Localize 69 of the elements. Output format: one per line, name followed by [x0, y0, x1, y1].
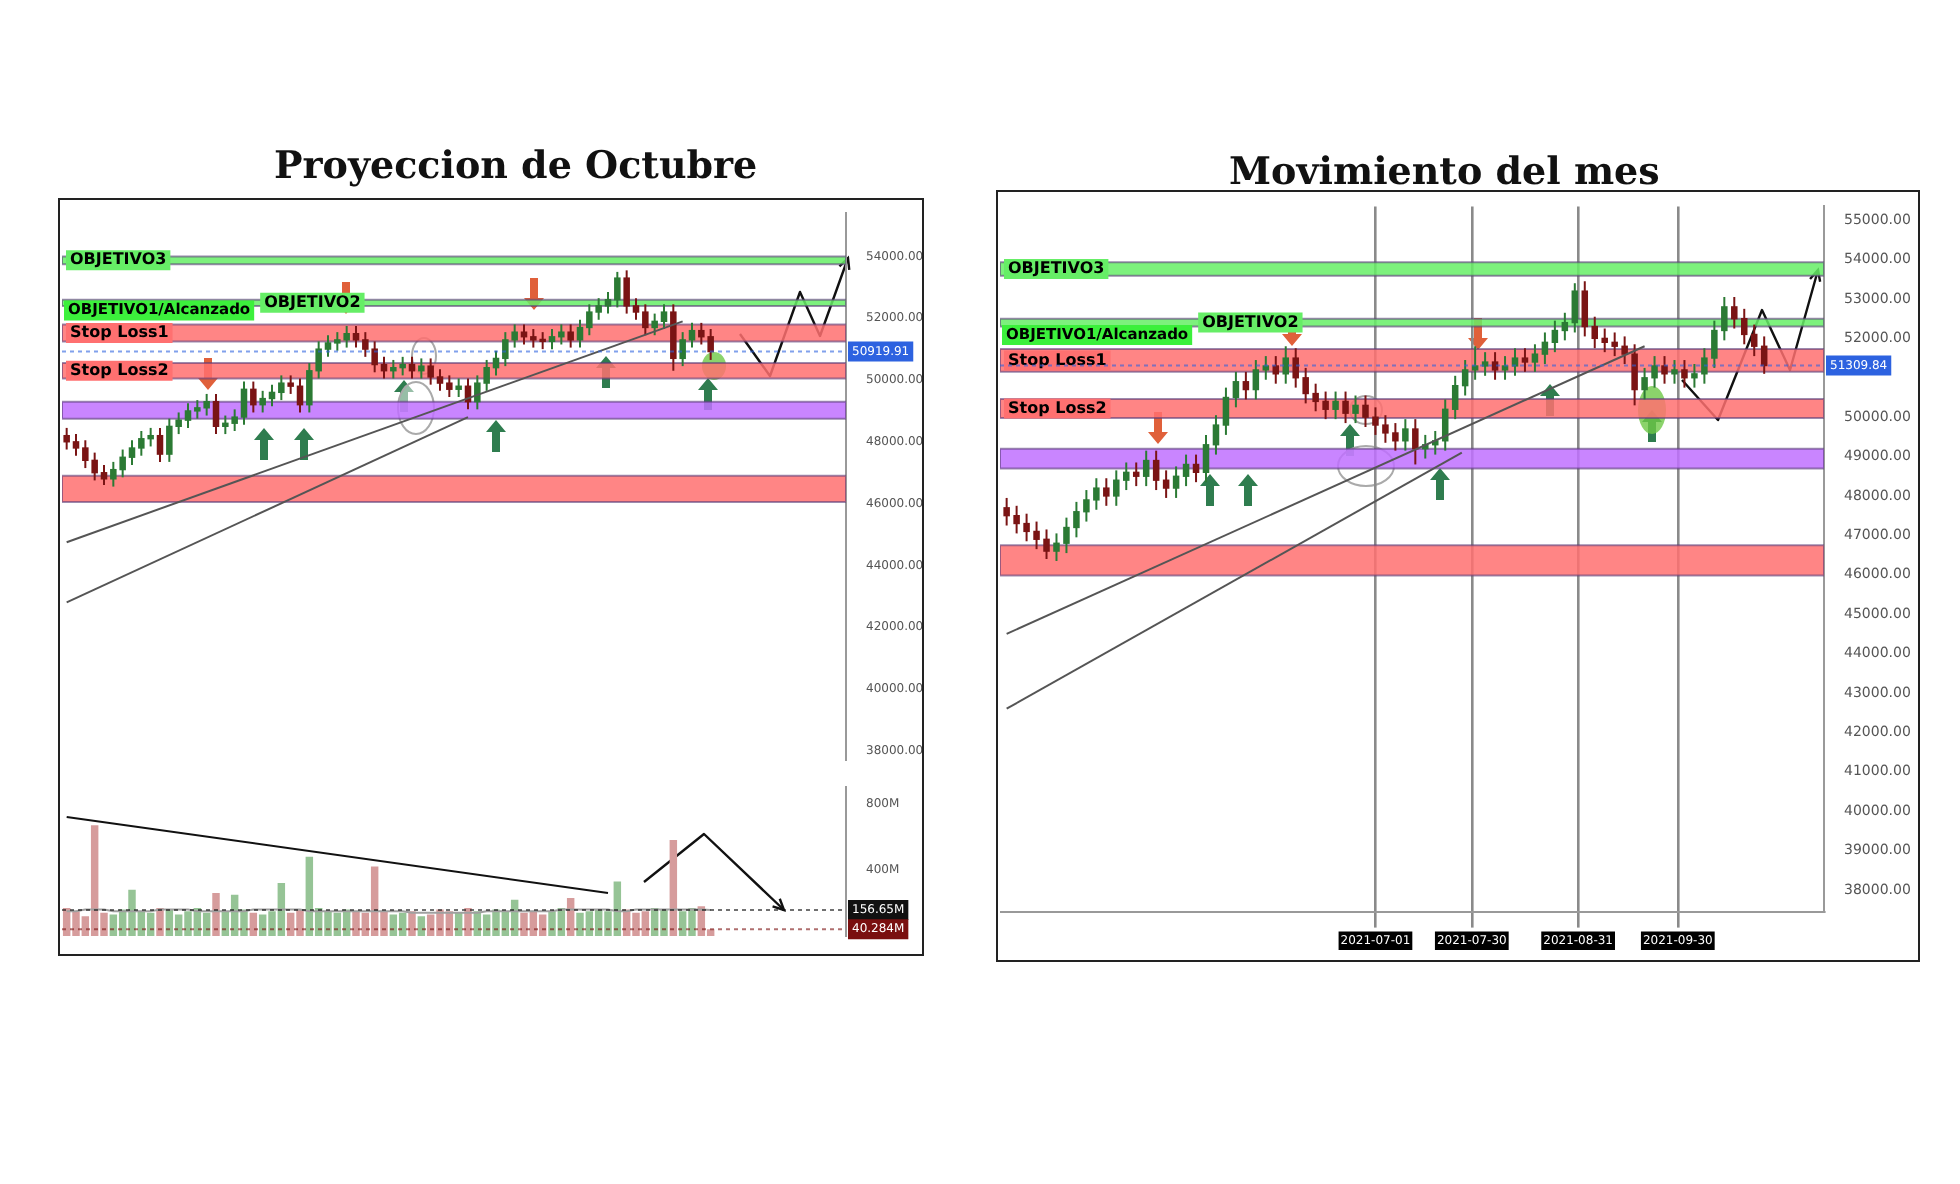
bar [408, 911, 416, 936]
candlestick [1222, 386, 1230, 436]
candlestick [1412, 418, 1419, 466]
candlestick [670, 303, 677, 372]
candlestick [1242, 370, 1250, 401]
candlestick [1342, 390, 1349, 425]
candlestick [1541, 331, 1549, 365]
candlestick [1172, 465, 1180, 499]
bar [538, 914, 547, 936]
bar [212, 893, 220, 936]
candlestick [1451, 374, 1459, 421]
candlestick [1491, 351, 1499, 381]
bar [669, 840, 678, 936]
candlestick [1551, 319, 1559, 354]
candlestick [1681, 359, 1688, 389]
candlestick [418, 357, 425, 380]
candlestick [1481, 351, 1489, 377]
candlestick [1192, 453, 1200, 484]
candlestick [1142, 449, 1150, 488]
candlestick [1182, 453, 1190, 488]
candlestick [1511, 347, 1519, 377]
band-label: Stop Loss1 [1008, 350, 1108, 369]
candlestick [1162, 469, 1170, 499]
candlestick [1471, 345, 1479, 381]
band-label: OBJETIVO2 [264, 292, 361, 311]
candlestick [1152, 449, 1160, 492]
bar [417, 916, 426, 936]
candlestick [1212, 414, 1220, 456]
candlestick [250, 380, 257, 414]
bar [389, 914, 398, 936]
band-label: Stop Loss1 [70, 323, 170, 342]
band-label: Stop Loss2 [1008, 398, 1107, 417]
band-label: OBJETIVO3 [1008, 259, 1105, 278]
bar [156, 907, 164, 936]
candlestick [1661, 355, 1668, 385]
candlestick [212, 392, 220, 436]
band-label: OBJETIVO2 [1202, 312, 1299, 331]
candlestick [1103, 477, 1110, 507]
bar [202, 912, 211, 936]
bar [109, 914, 118, 936]
candlestick [1501, 355, 1509, 381]
candlestick [1402, 418, 1409, 452]
band-label: OBJETIVO3 [70, 250, 167, 269]
chart-title: Proyeccion de Octubre [274, 144, 758, 188]
candlestick [1521, 347, 1529, 373]
candlestick [1561, 311, 1569, 342]
band-label: Stop Loss2 [70, 360, 169, 379]
chart-title: Movimiento del mes [1229, 150, 1660, 194]
bar [146, 912, 155, 936]
candlestick [1282, 345, 1289, 385]
candlestick [455, 377, 462, 399]
bar [464, 907, 472, 936]
candlestick [1571, 282, 1579, 334]
bar [305, 856, 314, 936]
candlestick [1252, 359, 1260, 401]
candlestick [1202, 433, 1210, 484]
candlestick [567, 323, 574, 349]
bar [249, 912, 258, 936]
candlestick [1332, 390, 1339, 421]
candlestick [156, 426, 164, 463]
candlestick [1531, 343, 1539, 373]
candlestick [1262, 355, 1270, 381]
candlestick [1232, 370, 1240, 409]
candlestick [1671, 359, 1678, 385]
bar [398, 912, 407, 936]
candlestick [1352, 394, 1359, 425]
candlestick [1631, 343, 1638, 407]
candlestick [1272, 355, 1280, 385]
candlestick [1461, 359, 1469, 397]
